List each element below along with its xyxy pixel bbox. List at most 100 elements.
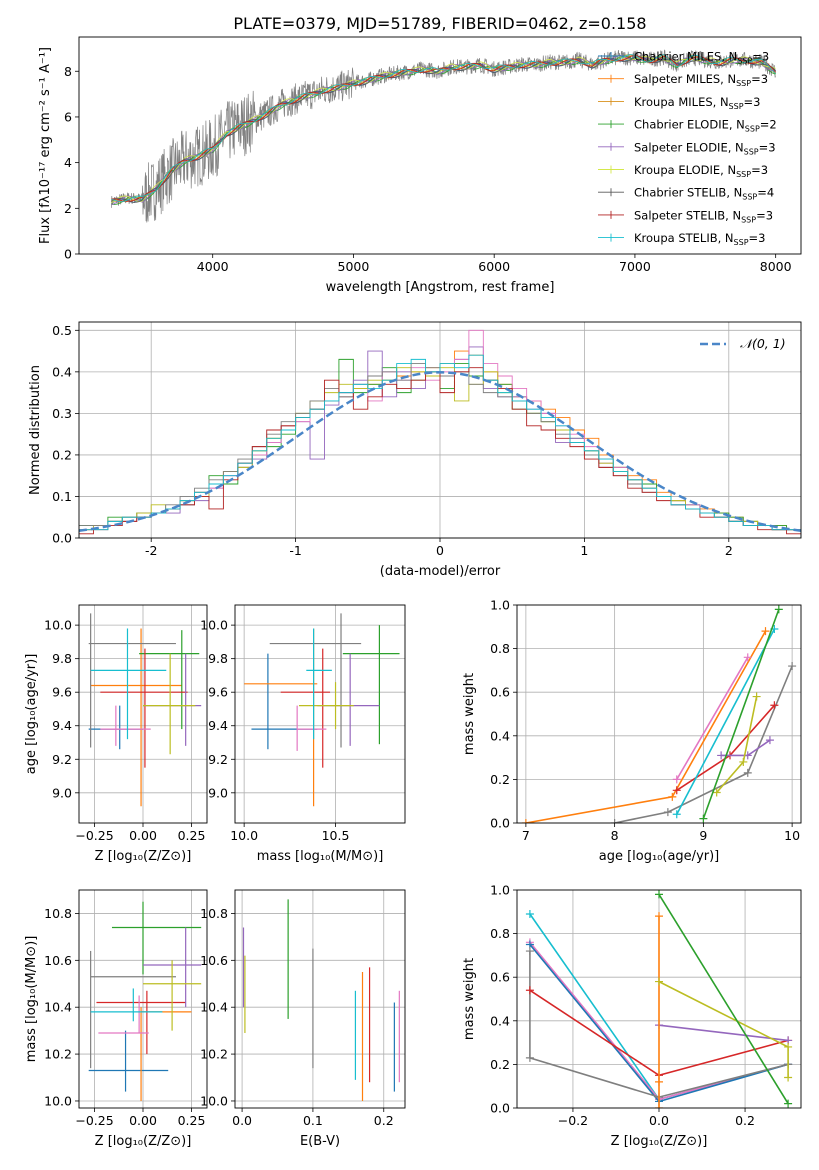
- legend-label-tail: =3: [752, 50, 769, 64]
- x-tick-label: 8: [611, 828, 619, 843]
- y-tick-label: 10.0: [44, 1093, 72, 1108]
- y-tick-label: 10.4: [44, 1000, 72, 1015]
- legend-label-tail: =2: [760, 118, 777, 132]
- axes: −0.25 0.00 0.25 10.0 10.2 10.4 10.6 10.8 Z [log₁…: [24, 889, 208, 1149]
- legend-subscript: SSP: [742, 193, 757, 202]
- massweight-line: [676, 628, 776, 815]
- y-tick-label: 0.4: [490, 1013, 510, 1028]
- massweight-marker: [672, 786, 681, 795]
- massweight-marker: [655, 977, 663, 986]
- y-tick-label: 0.2: [490, 1057, 510, 1072]
- massweight-marker: [784, 1042, 793, 1051]
- axes-frame: [78, 321, 802, 539]
- y-axis-label: age [log₁₀(age/yr)]: [24, 654, 39, 775]
- axes: −0.2 0.0 0.2 0.0 0.2 0.4 0.6 0.8 1.0 Z [log₁₀(Z/Z…: [462, 883, 802, 1149]
- y-tick-label: 6: [64, 109, 72, 124]
- massweight-marker: [788, 662, 797, 671]
- plot-area: [79, 329, 801, 538]
- massweight-marker: [655, 1077, 663, 1086]
- x-tick-label: 4000: [197, 259, 229, 274]
- axes-frame: [78, 36, 802, 255]
- grid: [235, 605, 405, 823]
- y-tick-label: 9.4: [52, 718, 72, 733]
- massweight-marker: [784, 1099, 793, 1108]
- massweight-line: [702, 609, 780, 819]
- massweight-marker: [774, 605, 783, 614]
- y-tick-label: 9.2: [52, 752, 72, 767]
- y-tick-label: 1.0: [490, 883, 510, 898]
- model-spectrum-line: [111, 55, 776, 206]
- y-tick-label: 10.0: [200, 1093, 228, 1108]
- axes: 4000 5000 6000 7000 8000 0 2 4 6 8 wavelength [Ang…: [38, 36, 802, 295]
- y-tick-label: 0: [64, 247, 72, 262]
- x-tick-label: 7000: [619, 259, 651, 274]
- x-tick-label: 9: [699, 828, 707, 843]
- massweight-line: [658, 980, 789, 1078]
- massweight-marker: [672, 775, 681, 784]
- x-tick-label: −0.25: [75, 828, 113, 843]
- legend: 𝒩(0, 1): [700, 336, 786, 351]
- x-tick-label: −0.25: [75, 1113, 113, 1128]
- plot-area: [244, 613, 400, 807]
- x-tick-label: 0.0: [649, 1113, 669, 1128]
- y-tick-label: 0.8: [490, 641, 510, 656]
- massweight-marker: [752, 692, 761, 701]
- plot-area: [242, 899, 400, 1101]
- legend-label: Salpeter STELIB, NSSP=3: [634, 208, 773, 224]
- legend-label-tail: =3: [751, 163, 768, 177]
- x-tick-label: 10.5: [322, 828, 350, 843]
- massweight-vs-age-panel: 7 8 9 10 0.0 0.2 0.4 0.6 0.8 1.0 age [log₁₀(age/yr…: [462, 598, 802, 864]
- figure-title: PLATE=0379, MJD=51789, FIBERID=0462, z=0…: [233, 14, 646, 33]
- y-tick-label: 0.4: [490, 728, 510, 743]
- legend-subscript: SSP: [734, 238, 749, 247]
- axes-frame: [234, 604, 406, 824]
- y-tick-label: 0.1: [52, 489, 72, 504]
- y-axis-label: Flux [fλ10⁻¹⁷ erg cm⁻² s⁻¹ A⁻¹]: [38, 47, 53, 244]
- x-tick-label: 0.2: [735, 1113, 755, 1128]
- legend-label: Kroupa MILES, NSSP=3: [634, 95, 760, 111]
- y-tick-label: 2: [64, 201, 72, 216]
- axes: 10.0 10.5 9.0 9.2 9.4 9.6 9.8 10.0 mass [log₁₀(M…: [200, 604, 406, 864]
- gaussian-curve: [79, 371, 801, 532]
- legend-label-tail: =4: [757, 186, 774, 200]
- y-tick-label: 9.8: [208, 651, 228, 666]
- residual-histogram-panel: -2 -1 0 1 2 0.0 0.1 0.2 0.3 0.4 0.5 (data-model)/er…: [28, 321, 802, 579]
- y-tick-label: 10.2: [44, 1047, 72, 1062]
- y-tick-label: 0.3: [52, 406, 72, 421]
- massweight-marker: [655, 890, 663, 899]
- age-vs-metallicity-panel: −0.25 0.00 0.25 9.0 9.2 9.4 9.6 9.8 10.0 Z [log₁₀…: [24, 604, 208, 864]
- massweight-marker: [525, 909, 534, 918]
- axes: -2 -1 0 1 2 0.0 0.1 0.2 0.3 0.4 0.5 (data-model)/er…: [28, 321, 802, 579]
- x-axis-label: wavelength [Angstrom, rest frame]: [326, 280, 555, 295]
- x-tick-label: 7: [522, 828, 530, 843]
- grid: [235, 890, 405, 1108]
- legend: Chabrier MILES, NSSP=3 Salpeter MILES, NS…: [598, 50, 777, 247]
- massweight-marker: [525, 947, 534, 956]
- y-tick-label: 10.2: [200, 1047, 228, 1062]
- massweight-marker: [655, 1104, 663, 1108]
- massweight-marker: [668, 792, 677, 801]
- x-axis-label: (data-model)/error: [380, 564, 501, 579]
- plot-area: [521, 605, 797, 823]
- y-tick-label: 0.0: [490, 1101, 510, 1116]
- legend-subscript: SSP: [745, 125, 760, 134]
- x-axis-label: mass [log₁₀(M/M⊙)]: [257, 849, 384, 864]
- axes-frame: [516, 604, 802, 824]
- x-tick-label: 10.0: [230, 828, 258, 843]
- massweight-marker: [761, 627, 770, 636]
- y-tick-label: 0.6: [490, 970, 510, 985]
- x-axis-label: Z [log₁₀(Z/Z⊙)]: [611, 1134, 708, 1149]
- massweight-line: [529, 951, 789, 1098]
- y-tick-label: 10.6: [200, 953, 228, 968]
- massweight-marker: [712, 788, 721, 797]
- axes: 7 8 9 10 0.0 0.2 0.4 0.6 0.8 1.0 age [log₁₀(age/yr…: [462, 598, 802, 864]
- massweight-marker: [743, 653, 752, 662]
- y-tick-label: 4: [64, 155, 72, 170]
- axes: 0.0 0.1 0.2 10.0 10.2 10.4 10.6 10.8 E(B-V): [200, 889, 406, 1149]
- y-axis-label: mass weight: [462, 958, 477, 1040]
- age-vs-mass-panel: 10.0 10.5 9.0 9.2 9.4 9.6 9.8 10.0 mass [log₁₀(M…: [200, 604, 406, 864]
- massweight-line: [658, 893, 789, 1105]
- y-tick-label: 9.8: [52, 651, 72, 666]
- grid: [79, 322, 801, 539]
- x-axis-label: age [log₁₀(age/yr)]: [599, 849, 720, 864]
